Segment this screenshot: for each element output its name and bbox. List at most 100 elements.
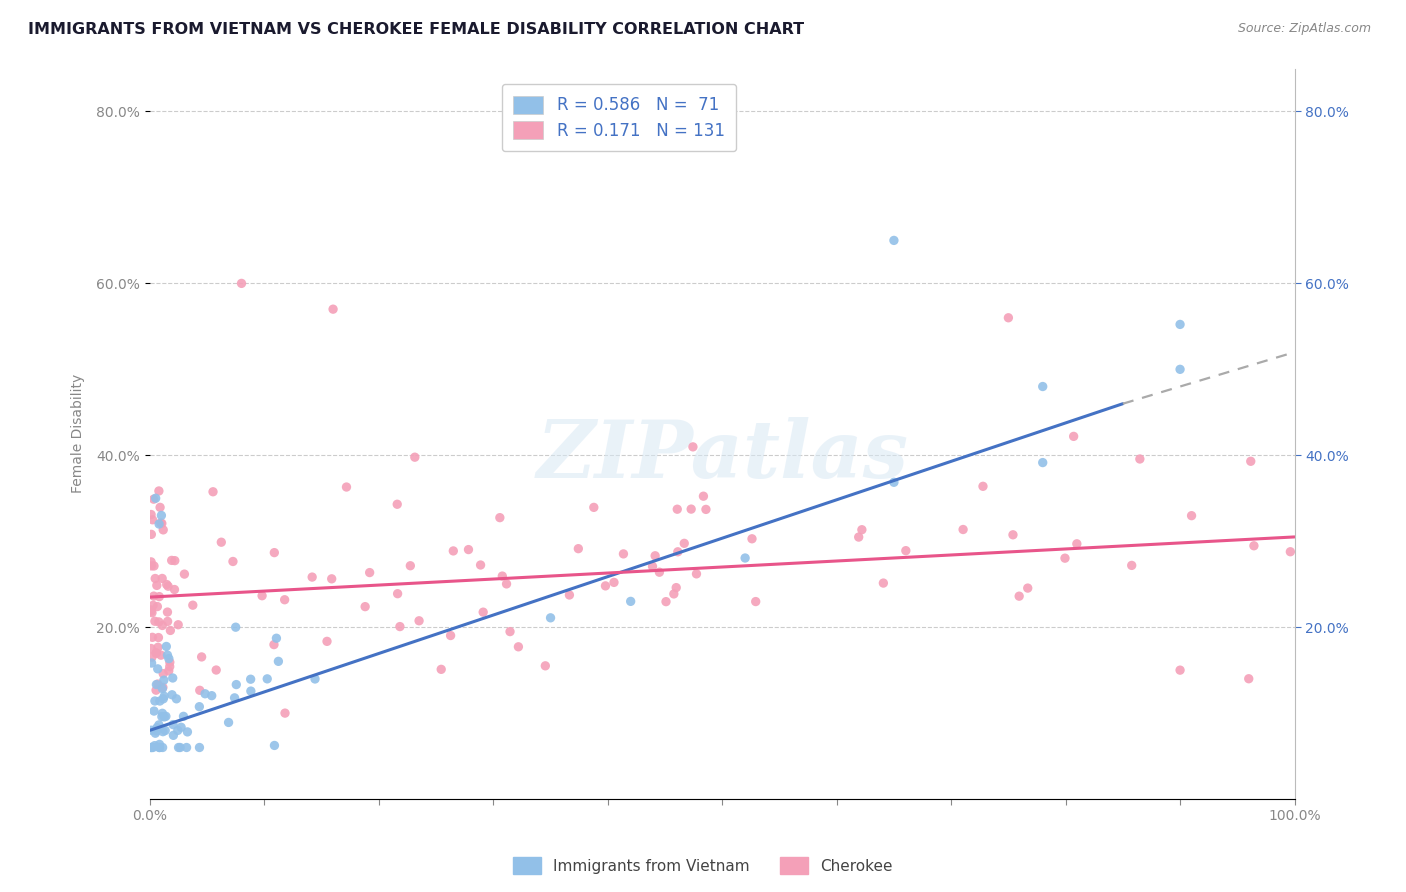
Point bbox=[148, 631, 170, 645]
Point bbox=[322, 302, 344, 317]
Point bbox=[156, 605, 179, 619]
Point bbox=[441, 544, 464, 558]
Point bbox=[499, 624, 522, 639]
Point bbox=[1053, 551, 1076, 566]
Point bbox=[141, 558, 163, 573]
Point bbox=[267, 654, 290, 668]
Point bbox=[685, 566, 707, 581]
Point bbox=[143, 739, 166, 753]
Point bbox=[741, 532, 763, 546]
Point bbox=[141, 740, 163, 755]
Point bbox=[399, 558, 422, 573]
Point bbox=[152, 691, 174, 706]
Point bbox=[673, 536, 696, 550]
Point bbox=[263, 638, 285, 652]
Point bbox=[149, 694, 172, 708]
Point bbox=[160, 688, 183, 702]
Point bbox=[167, 617, 190, 632]
Point bbox=[872, 576, 894, 591]
Point bbox=[169, 740, 191, 755]
Point bbox=[146, 599, 169, 614]
Point bbox=[495, 577, 517, 591]
Point bbox=[644, 549, 666, 563]
Point bbox=[304, 672, 326, 686]
Point bbox=[1121, 558, 1143, 573]
Point bbox=[145, 677, 167, 691]
Legend: R = 0.586   N =  71, R = 0.171   N = 131: R = 0.586 N = 71, R = 0.171 N = 131 bbox=[502, 84, 737, 152]
Point bbox=[146, 662, 169, 676]
Point bbox=[162, 671, 184, 685]
Point bbox=[641, 559, 664, 574]
Point bbox=[160, 553, 183, 567]
Point bbox=[139, 604, 162, 618]
Point bbox=[209, 535, 232, 549]
Point bbox=[457, 542, 479, 557]
Point bbox=[176, 740, 198, 755]
Point bbox=[143, 614, 166, 628]
Point bbox=[205, 663, 228, 677]
Point bbox=[170, 720, 193, 734]
Point bbox=[155, 640, 177, 654]
Point bbox=[470, 558, 492, 572]
Point bbox=[1032, 379, 1054, 393]
Point bbox=[173, 567, 195, 582]
Point bbox=[148, 483, 170, 498]
Point bbox=[666, 502, 689, 516]
Point bbox=[1063, 429, 1085, 443]
Point bbox=[149, 516, 172, 530]
Point bbox=[225, 677, 247, 691]
Point bbox=[1168, 663, 1191, 677]
Point bbox=[1001, 528, 1024, 542]
Point bbox=[150, 618, 173, 632]
Point bbox=[155, 709, 177, 723]
Point bbox=[354, 599, 377, 614]
Point bbox=[152, 740, 174, 755]
Point bbox=[156, 615, 179, 629]
Point bbox=[430, 662, 453, 676]
Point bbox=[145, 683, 167, 698]
Text: Source: ZipAtlas.com: Source: ZipAtlas.com bbox=[1237, 22, 1371, 36]
Point bbox=[1279, 545, 1302, 559]
Point bbox=[173, 709, 195, 723]
Point bbox=[176, 725, 198, 739]
Point bbox=[162, 728, 184, 742]
Point bbox=[648, 565, 671, 579]
Point bbox=[143, 694, 166, 708]
Point bbox=[662, 587, 685, 601]
Point bbox=[150, 706, 173, 721]
Point bbox=[1032, 456, 1054, 470]
Point bbox=[142, 589, 165, 603]
Text: IMMIGRANTS FROM VIETNAM VS CHEROKEE FEMALE DISABILITY CORRELATION CHART: IMMIGRANTS FROM VIETNAM VS CHEROKEE FEMA… bbox=[28, 22, 804, 37]
Point bbox=[163, 582, 186, 597]
Point bbox=[655, 594, 678, 608]
Point bbox=[148, 740, 170, 755]
Point bbox=[274, 706, 297, 720]
Point bbox=[388, 619, 411, 633]
Point bbox=[149, 648, 172, 662]
Point bbox=[188, 740, 211, 755]
Point bbox=[167, 740, 190, 755]
Point bbox=[695, 502, 717, 516]
Point bbox=[159, 659, 181, 673]
Point bbox=[146, 578, 169, 592]
Legend: Immigrants from Vietnam, Cherokee: Immigrants from Vietnam, Cherokee bbox=[508, 851, 898, 880]
Point bbox=[301, 570, 323, 584]
Point bbox=[681, 502, 703, 516]
Point bbox=[734, 551, 756, 566]
Point bbox=[143, 726, 166, 740]
Point bbox=[194, 687, 217, 701]
Point bbox=[145, 646, 167, 660]
Point bbox=[387, 497, 409, 511]
Point bbox=[534, 658, 557, 673]
Point bbox=[141, 527, 163, 541]
Point bbox=[188, 699, 211, 714]
Point bbox=[148, 718, 170, 732]
Point bbox=[218, 715, 240, 730]
Point bbox=[143, 558, 166, 573]
Point bbox=[239, 684, 262, 698]
Point bbox=[153, 690, 176, 704]
Point bbox=[851, 523, 873, 537]
Point bbox=[952, 523, 974, 537]
Point bbox=[148, 615, 170, 629]
Point bbox=[202, 484, 225, 499]
